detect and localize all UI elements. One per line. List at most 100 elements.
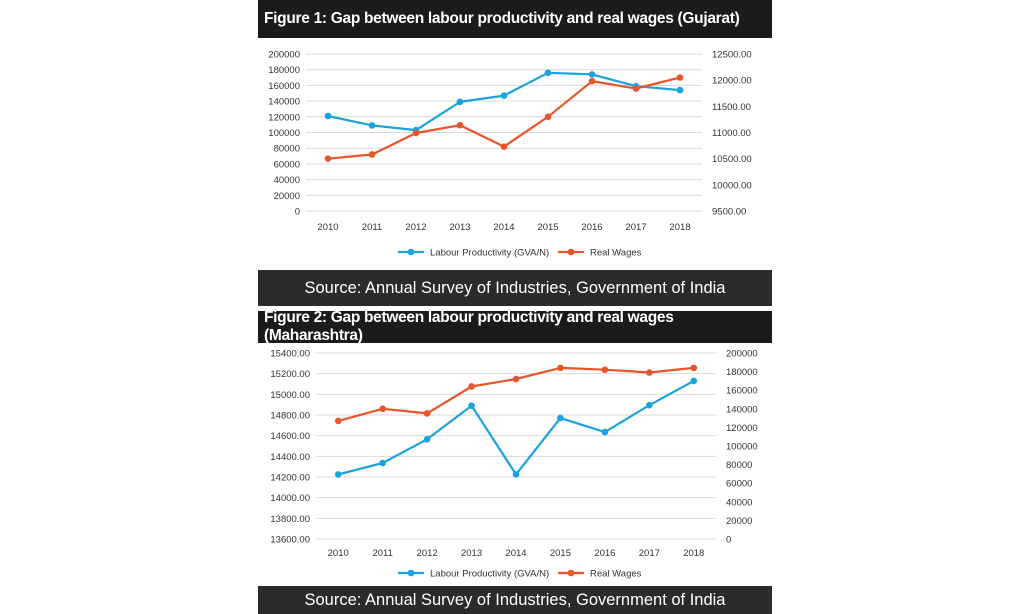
fig2-right-tick-label: 140000 [726, 404, 758, 415]
fig1-right-tick-label: 12500.00 [712, 50, 752, 61]
fig1-x-tick-label: 2017 [625, 222, 646, 233]
figure2-source: Source: Annual Survey of Industries, Gov… [304, 590, 726, 609]
fig2-legend-marker [407, 569, 415, 577]
fig2-left-tick-label: 15000.00 [270, 390, 310, 401]
fig1-right-tick-label: 10500.00 [712, 154, 752, 165]
fig2-point-wages [690, 364, 698, 372]
figure1-chart: 0 20000 40000 60000 80000 100000 120000 140000 1… [268, 50, 752, 259]
fig1-left-tick-label: 200000 [268, 50, 300, 61]
fig2-point-productivity [379, 459, 386, 467]
fig1-point-productivity [544, 69, 552, 77]
fig2-right-tick-label: 40000 [726, 497, 752, 508]
fig2-right-tick-label: 160000 [726, 386, 758, 397]
fig1-legend-label: Labour Productivity (GVA/N) [430, 248, 549, 259]
fig2-left-tick-label: 13600.00 [270, 535, 310, 546]
fig2-point-wages [423, 410, 431, 417]
fig1-right-tick-label: 12000.00 [712, 76, 752, 87]
fig2-left-tick-label: 14600.00 [270, 431, 310, 442]
fig1-point-productivity [500, 92, 508, 99]
fig1-left-tick-label: 140000 [268, 97, 300, 108]
fig2-point-wages [334, 417, 342, 425]
figure1-title-bar: Figure 1: Gap between labour productivit… [258, 0, 772, 38]
fig1-left-tick-label: 160000 [268, 81, 300, 92]
fig1-legend-marker [407, 248, 415, 256]
fig2-x-tick-label: 2010 [328, 548, 349, 559]
fig2-left-tick-label: 14000.00 [270, 493, 310, 504]
figure1-source-bar: Source: Annual Survey of Industries, Gov… [258, 270, 772, 306]
fig1-left-tick-label: 40000 [274, 175, 300, 186]
fig2-x-tick-label: 2013 [461, 548, 482, 559]
fig2-x-tick-label: 2015 [550, 548, 571, 559]
fig2-point-productivity [690, 377, 698, 385]
fig1-x-tick-label: 2014 [493, 222, 514, 233]
fig1-x-tick-label: 2011 [362, 222, 382, 233]
fig1-point-wages [632, 85, 640, 92]
fig1-left-tick-label: 20000 [274, 191, 300, 202]
fig1-left-tick-label: 120000 [268, 112, 300, 123]
fig1-x-tick-label: 2013 [449, 222, 470, 233]
fig2-x-tick-label: 2011 [372, 548, 392, 559]
fig1-point-productivity [676, 86, 684, 94]
fig2-right-tick-label: 100000 [726, 442, 758, 453]
fig1-point-productivity [456, 98, 464, 106]
fig1-left-tick-label: 100000 [268, 128, 300, 139]
fig1-point-wages [368, 151, 376, 158]
fig2-left-tick-label: 14200.00 [270, 473, 310, 484]
fig1-x-tick-label: 2010 [317, 222, 338, 233]
fig2-left-tick-label: 14800.00 [270, 411, 310, 422]
figure1-title: Figure 1: Gap between labour productivit… [264, 10, 740, 27]
fig2-point-wages [601, 366, 609, 374]
fig2-series-line-productivity [337, 379, 695, 476]
fig1-point-productivity [588, 71, 596, 78]
fig1-right-tick-label: 11500.00 [712, 102, 751, 113]
fig1-point-productivity [324, 112, 332, 120]
fig2-right-tick-label: 120000 [726, 423, 758, 434]
fig1-point-wages [676, 74, 684, 81]
figure2-title: Figure 2: Gap between labour productivit… [264, 309, 674, 344]
fig2-point-productivity [512, 471, 520, 478]
fig2-right-tick-label: 200000 [726, 349, 758, 360]
fig2-legend-label: Real Wages [590, 569, 642, 580]
fig2-point-wages [468, 383, 475, 390]
fig1-right-tick-label: 11000.00 [712, 128, 751, 139]
fig2-point-productivity [646, 401, 653, 409]
fig2-left-tick-label: 14400.00 [270, 452, 310, 463]
fig2-right-tick-label: 0 [726, 535, 731, 546]
figure2-chart: 13600.00 13800.00 14000.00 14200.00 14400.00… [270, 349, 758, 580]
fig1-point-wages [456, 121, 464, 129]
fig2-point-wages [646, 369, 653, 376]
fig1-right-tick-label: 9500.00 [712, 207, 746, 218]
fig1-x-tick-label: 2012 [405, 222, 426, 233]
fig2-x-tick-label: 2016 [594, 548, 615, 559]
fig1-left-tick-label: 0 [295, 207, 300, 218]
fig1-legend-label: Real Wages [590, 248, 642, 259]
fig2-point-productivity [557, 414, 564, 422]
fig1-point-wages [324, 155, 332, 162]
fig2-legend-marker [567, 569, 575, 577]
fig1-left-tick-label: 180000 [268, 65, 300, 76]
fig2-left-tick-label: 13800.00 [270, 514, 310, 525]
fig2-x-tick-label: 2012 [417, 548, 438, 559]
fig1-point-wages [500, 143, 508, 150]
fig2-x-tick-label: 2018 [683, 548, 704, 559]
figure2-title-bar: Figure 2: Gap between labour productivit… [258, 309, 772, 344]
figure2-source-bar: Source: Annual Survey of Industries, Gov… [258, 586, 772, 614]
fig2-point-wages [379, 405, 386, 413]
fig1-point-wages [412, 129, 420, 137]
fig2-x-tick-label: 2014 [505, 548, 526, 559]
figure1-source: Source: Annual Survey of Industries, Gov… [304, 278, 726, 297]
fig2-point-wages [512, 375, 520, 383]
fig1-left-tick-label: 60000 [274, 159, 300, 170]
fig2-right-tick-label: 20000 [726, 516, 752, 527]
fig1-point-wages [588, 77, 596, 85]
fig2-x-tick-label: 2017 [639, 548, 660, 559]
fig1-x-tick-label: 2018 [669, 222, 690, 233]
fig1-x-tick-label: 2016 [581, 222, 602, 233]
fig1-point-wages [544, 113, 552, 121]
fig1-right-tick-label: 10000.00 [712, 180, 752, 191]
fig2-legend-label: Labour Productivity (GVA/N) [430, 569, 549, 580]
fig1-x-tick-label: 2015 [537, 222, 558, 233]
fig1-legend-marker [567, 248, 575, 256]
fig2-point-productivity [601, 428, 609, 436]
fig2-point-wages [557, 364, 564, 372]
